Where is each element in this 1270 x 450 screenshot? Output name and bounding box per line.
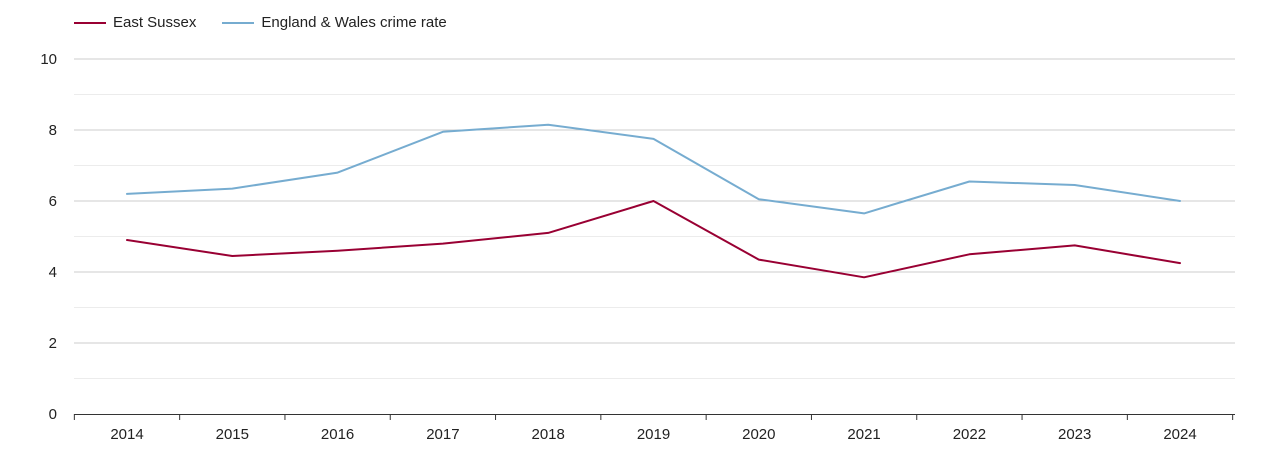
data-point-england-wales-crime-rate-2024[interactable]: [1177, 198, 1183, 204]
data-point-east-sussex-2022[interactable]: [966, 251, 972, 257]
data-point-england-wales-crime-rate-2015[interactable]: [229, 186, 235, 192]
data-point-east-sussex-2018[interactable]: [545, 230, 551, 236]
x-tick-label-2022: 2022: [953, 426, 986, 443]
data-point-east-sussex-2016[interactable]: [335, 248, 341, 254]
data-point-england-wales-crime-rate-2022[interactable]: [966, 178, 972, 184]
x-tick-label-2020: 2020: [742, 426, 775, 443]
legend-item-east-sussex[interactable]: East Sussex: [74, 14, 196, 31]
data-point-east-sussex-2021[interactable]: [861, 274, 867, 280]
data-point-east-sussex-2023[interactable]: [1072, 242, 1078, 248]
label-layer: 0 2 4 6 8 10 2014 2015 2016 2017 2018 2019 2020 2021 2…: [40, 51, 1196, 443]
legend-label-east-sussex: East Sussex: [113, 14, 197, 31]
data-point-england-wales-crime-rate-2014[interactable]: [124, 191, 130, 197]
series-line-england-wales-crime-rate[interactable]: [126, 123, 1181, 215]
x-tick-label-2024: 2024: [1163, 426, 1196, 443]
data-point-england-wales-crime-rate-2023[interactable]: [1072, 182, 1078, 188]
data-point-east-sussex-2017[interactable]: [440, 241, 446, 247]
axis-layer: [73, 414, 1235, 420]
y-tick-label-10: 10: [40, 51, 57, 68]
legend-swatch-england-wales: [222, 21, 255, 24]
y-tick-label-2: 2: [49, 335, 57, 352]
series-line-east-sussex[interactable]: [126, 200, 1181, 279]
data-point-england-wales-crime-rate-2019[interactable]: [651, 136, 657, 142]
legend-swatch-east-sussex: [74, 21, 106, 24]
data-point-england-wales-crime-rate-2021[interactable]: [861, 210, 867, 216]
x-tick-label-2014: 2014: [110, 426, 143, 443]
data-point-east-sussex-2014[interactable]: [124, 237, 130, 243]
data-point-east-sussex-2019[interactable]: [651, 198, 657, 204]
data-point-east-sussex-2024[interactable]: [1177, 260, 1183, 266]
legend-label-england-wales: England & Wales crime rate: [261, 14, 447, 31]
y-tick-label-6: 6: [49, 193, 57, 210]
legend: East Sussex England & Wales crime rate: [74, 14, 473, 31]
data-point-england-wales-crime-rate-2020[interactable]: [756, 196, 762, 202]
data-point-east-sussex-2020[interactable]: [756, 257, 762, 263]
x-tick-label-2019: 2019: [637, 426, 670, 443]
legend-item-england-wales[interactable]: England & Wales crime rate: [222, 14, 447, 31]
x-tick-label-2021: 2021: [847, 426, 880, 443]
x-tick-label-2015: 2015: [216, 426, 249, 443]
x-tick-label-2017: 2017: [426, 426, 459, 443]
x-tick-label-2016: 2016: [321, 426, 354, 443]
data-point-england-wales-crime-rate-2017[interactable]: [440, 129, 446, 135]
y-tick-label-4: 4: [49, 264, 57, 281]
series-layer: [124, 122, 1183, 280]
x-tick-label-2018: 2018: [532, 426, 565, 443]
x-tick-label-2023: 2023: [1058, 426, 1091, 443]
y-tick-label-8: 8: [49, 122, 57, 139]
data-point-east-sussex-2015[interactable]: [229, 253, 235, 259]
y-tick-label-0: 0: [49, 406, 57, 423]
grid-layer: [74, 58, 1235, 379]
data-point-england-wales-crime-rate-2018[interactable]: [545, 122, 551, 128]
data-point-england-wales-crime-rate-2016[interactable]: [335, 170, 341, 176]
